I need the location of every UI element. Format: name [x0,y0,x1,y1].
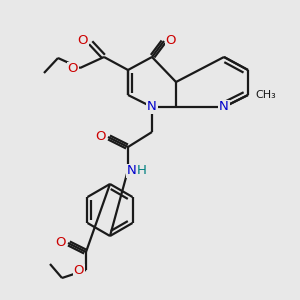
Text: O: O [56,236,66,248]
Text: O: O [74,265,84,278]
Text: N: N [219,100,229,113]
Text: N: N [127,164,137,178]
Text: O: O [78,34,88,46]
Text: H: H [137,164,147,178]
Text: CH₃: CH₃ [256,90,276,100]
Text: O: O [68,62,78,76]
Text: N: N [147,100,157,113]
Text: O: O [166,34,176,46]
Text: O: O [96,130,106,142]
